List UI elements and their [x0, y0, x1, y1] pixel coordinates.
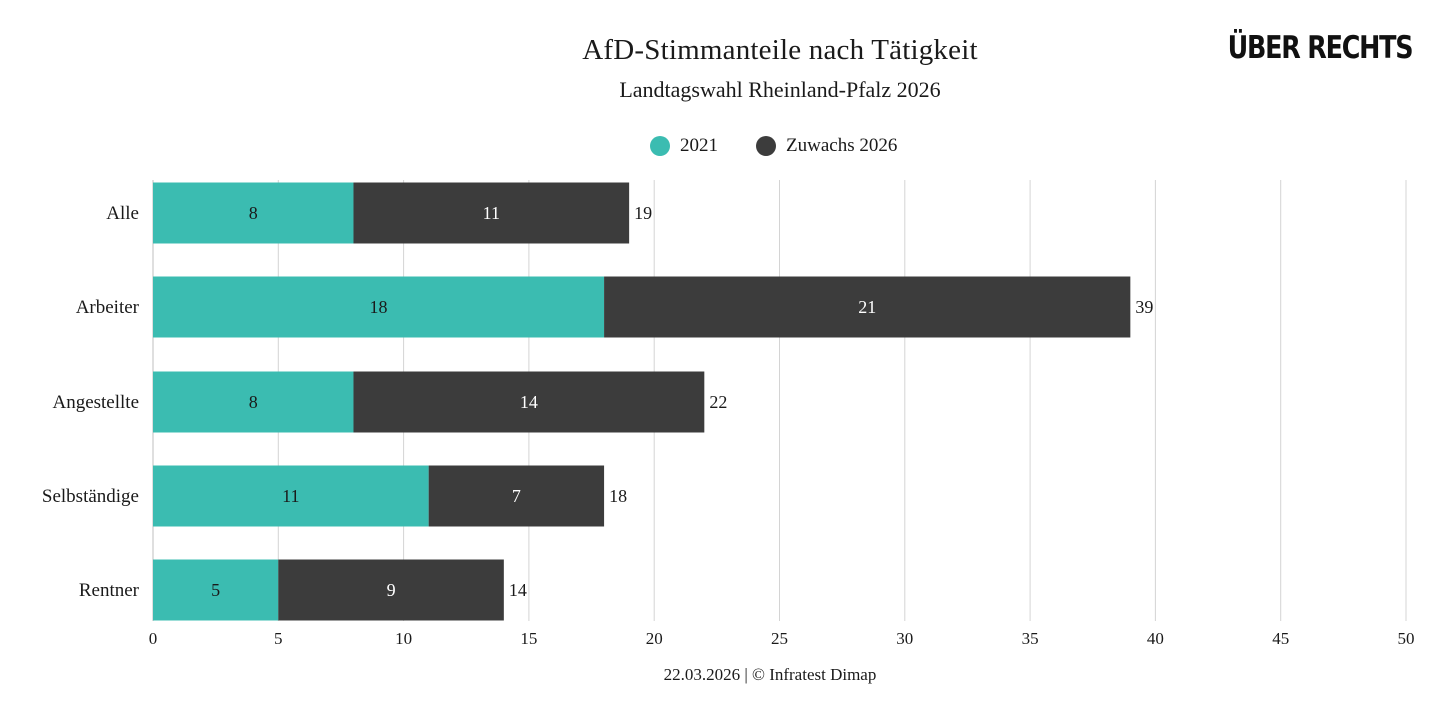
data-label: 9: [387, 580, 396, 600]
chart-title: AfD-Stimmanteile nach Tätigkeit: [582, 34, 978, 66]
data-label: 11: [282, 486, 299, 506]
legend-label-zuwachs-2026: Zuwachs 2026: [786, 135, 898, 156]
x-tick-label: 40: [1147, 629, 1164, 648]
source-footer: 22.03.2026 | © Infratest Dimap: [663, 665, 877, 684]
brand-logo: ÜBER RECHTS: [1227, 30, 1413, 66]
x-tick-label: 15: [520, 629, 537, 648]
data-label: 5: [211, 580, 220, 600]
data-label: 18: [370, 297, 388, 317]
bar-segment: [428, 465, 605, 527]
bar-segment: [353, 371, 705, 433]
bar-segment: [278, 559, 504, 621]
x-tick-label: 45: [1272, 629, 1289, 648]
bar-segment: [153, 371, 354, 433]
chart-subtitle: Landtagswahl Rheinland-Pfalz 2026: [619, 77, 941, 102]
total-label: 39: [1135, 297, 1153, 317]
legend-swatch-2021: [650, 136, 670, 156]
x-tick-label: 35: [1022, 629, 1039, 648]
total-label: 19: [634, 203, 652, 223]
data-label: 11: [483, 203, 500, 223]
total-label: 18: [609, 486, 627, 506]
total-label: 22: [709, 392, 727, 412]
legend-label-2021: 2021: [680, 135, 718, 156]
x-tick-label: 5: [274, 629, 283, 648]
legend-item-zuwachs-2026: Zuwachs 2026: [756, 135, 897, 157]
category-label: Alle: [106, 203, 139, 224]
bar-segment: [153, 182, 354, 244]
x-tick-label: 25: [771, 629, 788, 648]
chart-legend: 2021 Zuwachs 2026: [650, 135, 935, 157]
bar-segment: [153, 276, 605, 338]
total-label: 14: [509, 580, 527, 600]
bar-segment: [353, 182, 630, 244]
legend-item-2021: 2021: [650, 135, 718, 157]
x-tick-label: 10: [395, 629, 412, 648]
legend-swatch-zuwachs-2026: [756, 136, 776, 156]
category-label: Selbständige: [42, 486, 139, 507]
x-tick-label: 20: [646, 629, 663, 648]
data-label: 14: [520, 392, 538, 412]
bar-segment: [153, 465, 429, 527]
category-label: Rentner: [79, 580, 140, 601]
bar-segment: [153, 559, 279, 621]
category-label: Arbeiter: [76, 297, 140, 318]
category-label: Angestellte: [52, 392, 139, 413]
data-label: 8: [249, 392, 258, 412]
x-tick-label: 0: [149, 629, 158, 648]
data-label: 7: [512, 486, 521, 506]
bar-segment: [604, 276, 1131, 338]
x-tick-label: 50: [1398, 629, 1415, 648]
data-label: 8: [249, 203, 258, 223]
data-label: 21: [858, 297, 876, 317]
x-tick-label: 30: [896, 629, 913, 648]
